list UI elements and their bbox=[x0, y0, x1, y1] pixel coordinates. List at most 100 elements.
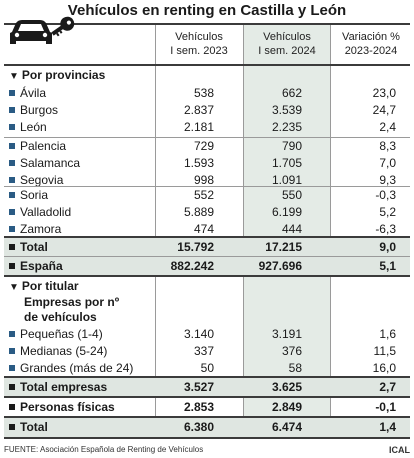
column-header-line: I sem. 2023 bbox=[170, 45, 228, 57]
cell-2023: 15.792 bbox=[177, 240, 214, 254]
cell-2023: 538 bbox=[193, 86, 214, 100]
row-label: España bbox=[20, 259, 63, 273]
cell-2024: 3.539 bbox=[271, 103, 302, 117]
cell-2023: 2.853 bbox=[183, 400, 214, 414]
cell-2024: 662 bbox=[281, 86, 302, 100]
bullet-square-icon bbox=[9, 143, 15, 149]
triangle-down-icon: ▼ bbox=[9, 282, 19, 293]
table-row: Grandes (más de 24) 50 58 16,0 bbox=[4, 359, 410, 378]
row-divider bbox=[4, 186, 410, 187]
bullet-square-icon bbox=[9, 424, 15, 430]
section-provinces: ▼ Por provincias bbox=[9, 67, 105, 85]
triangle-down-icon: ▼ bbox=[9, 71, 19, 82]
table-row: Soria 552 550 -0,3 bbox=[4, 186, 410, 205]
cell-2024: 2.849 bbox=[271, 400, 302, 414]
header-rule bbox=[4, 64, 410, 66]
cell-2024: 6.199 bbox=[271, 205, 302, 219]
bullet-square-icon bbox=[9, 107, 15, 113]
cell-variation: 9,0 bbox=[379, 240, 396, 254]
bullet-square-icon bbox=[9, 365, 15, 371]
cell-variation: 16,0 bbox=[372, 361, 396, 375]
cell-variation: 7,0 bbox=[379, 156, 396, 170]
spain-row: España 882.242 927.696 5,1 bbox=[4, 257, 410, 275]
bullet-square-icon bbox=[9, 160, 15, 166]
cell-variation: 2,7 bbox=[379, 380, 396, 394]
cell-variation: -0,1 bbox=[375, 400, 396, 414]
section-rule bbox=[4, 396, 410, 398]
cell-2023: 2.837 bbox=[183, 103, 214, 117]
table-row: León 2.181 2.235 2,4 bbox=[4, 118, 410, 137]
row-label: Total bbox=[20, 420, 48, 434]
subsection-line: de vehículos bbox=[24, 310, 97, 324]
bullet-square-icon bbox=[9, 90, 15, 96]
row-label: Burgos bbox=[20, 103, 59, 117]
section-owner: ▼ Por titular bbox=[9, 278, 79, 296]
row-label: Soria bbox=[20, 188, 49, 202]
row-label: Palencia bbox=[20, 139, 67, 153]
bullet-square-icon bbox=[9, 209, 15, 215]
cell-2023: 552 bbox=[193, 188, 214, 202]
car-key-icon bbox=[6, 10, 76, 50]
cell-2023: 3.140 bbox=[183, 327, 214, 341]
cell-2023: 729 bbox=[193, 139, 214, 153]
table-row: Medianas (5-24) 337 376 11,5 bbox=[4, 342, 410, 361]
cell-2023: 474 bbox=[193, 222, 214, 236]
cell-variation: 5,2 bbox=[379, 205, 396, 219]
total-rule bbox=[4, 376, 410, 378]
persons-row: Personas físicas 2.853 2.849 -0,1 bbox=[4, 398, 410, 416]
row-divider bbox=[4, 137, 410, 138]
table-row: Zamora 474 444 -6,3 bbox=[4, 220, 410, 239]
cell-2023: 1.593 bbox=[183, 156, 214, 170]
cell-2023: 337 bbox=[193, 344, 214, 358]
bottom-rule bbox=[4, 437, 410, 439]
cell-variation: 5,1 bbox=[379, 259, 396, 273]
title-rule bbox=[4, 23, 410, 25]
bullet-square-icon bbox=[9, 192, 15, 198]
cell-variation: 24,7 bbox=[372, 103, 396, 117]
column-header-line: Variación % bbox=[342, 31, 400, 43]
bullet-square-icon bbox=[9, 404, 15, 410]
bullet-square-icon bbox=[9, 124, 15, 130]
cell-2024: 17.215 bbox=[265, 240, 302, 254]
table-row: Salamanca 1.593 1.705 7,0 bbox=[4, 154, 410, 173]
row-label: Total bbox=[20, 240, 48, 254]
cell-variation: 23,0 bbox=[372, 86, 396, 100]
table-row: Palencia 729 790 8,3 bbox=[4, 137, 410, 156]
cell-2024: 376 bbox=[281, 344, 302, 358]
section-rule bbox=[4, 416, 410, 418]
cell-2024: 1.705 bbox=[271, 156, 302, 170]
cell-2024: 927.696 bbox=[258, 259, 302, 273]
cell-2024: 550 bbox=[281, 188, 302, 202]
column-header-line: Vehículos bbox=[175, 31, 223, 43]
row-label: Pequeñas (1-4) bbox=[20, 327, 103, 341]
column-divider bbox=[155, 25, 156, 438]
bullet-square-icon bbox=[9, 263, 15, 269]
subsection-companies: Empresas por nº de vehículos bbox=[24, 295, 119, 325]
section-label: Por provincias bbox=[21, 68, 106, 82]
column-divider bbox=[330, 25, 331, 438]
cell-2023: 6.380 bbox=[183, 420, 214, 434]
page-title: Vehículos en renting en Castilla y León bbox=[67, 2, 347, 19]
table-row: Segovia 998 1.091 9,3 bbox=[4, 171, 410, 190]
bullet-square-icon bbox=[9, 348, 15, 354]
cell-2023: 998 bbox=[193, 173, 214, 187]
column-divider bbox=[243, 25, 244, 438]
row-label: Medianas (5-24) bbox=[20, 344, 108, 358]
cell-variation: 9,3 bbox=[379, 173, 396, 187]
row-divider bbox=[4, 256, 410, 257]
bullet-square-icon bbox=[9, 244, 15, 250]
table-row: Ávila 538 662 23,0 bbox=[4, 84, 410, 103]
column-2024-shade bbox=[243, 25, 330, 438]
row-label: Grandes (más de 24) bbox=[20, 361, 134, 375]
column-header-2024: Vehículos I sem. 2024 bbox=[244, 30, 330, 58]
column-header-variation: Variación % 2023-2024 bbox=[332, 30, 410, 58]
row-label: Ávila bbox=[20, 86, 47, 100]
cell-2024: 3.625 bbox=[271, 380, 302, 394]
cell-2024: 790 bbox=[281, 139, 302, 153]
bullet-square-icon bbox=[9, 226, 15, 232]
cell-2024: 444 bbox=[281, 222, 302, 236]
total-companies-row: Total empresas 3.527 3.625 2,7 bbox=[4, 378, 410, 396]
cell-2024: 58 bbox=[288, 361, 302, 375]
table-row: Valladolid 5.889 6.199 5,2 bbox=[4, 203, 410, 222]
cell-variation: 1,6 bbox=[379, 327, 396, 341]
